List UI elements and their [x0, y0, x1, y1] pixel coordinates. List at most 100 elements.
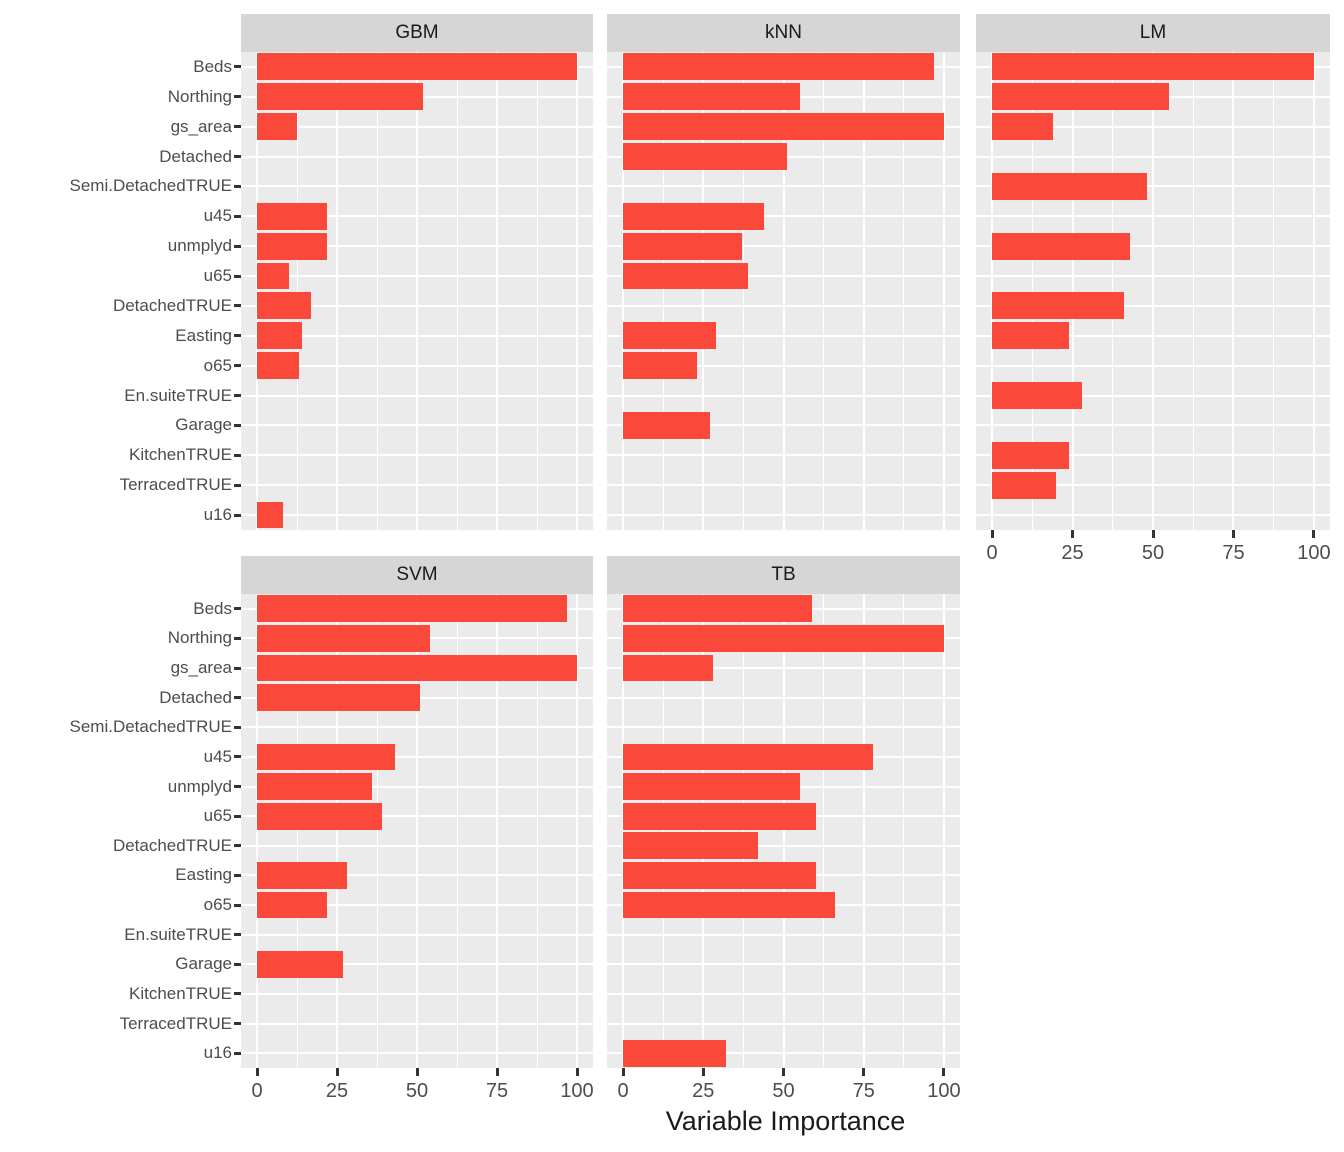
bar-lm-DetachedTRUE: [992, 292, 1125, 320]
major-gridline: [976, 215, 1330, 218]
major-gridline: [976, 484, 1330, 487]
major-gridline: [336, 52, 338, 530]
y-axis-tick: [234, 274, 241, 278]
minor-gridline: [823, 594, 825, 1068]
bar-lm-KitchenTRUE: [992, 441, 1070, 469]
major-gridline: [622, 52, 625, 530]
major-gridline: [241, 185, 593, 188]
y-axis-label: Beds: [193, 598, 232, 618]
major-gridline: [607, 992, 960, 995]
minor-gridline: [1031, 52, 1033, 530]
y-axis-label: u45: [203, 746, 232, 766]
major-gridline: [607, 245, 960, 248]
major-gridline: [416, 594, 418, 1068]
facet-title-svm: SVM: [396, 564, 438, 585]
facet-title-tb: TB: [771, 564, 796, 585]
bar-knn-Garage: [623, 411, 710, 439]
facet-panel-gbm: [241, 52, 593, 530]
y-axis-label: u65: [203, 806, 232, 826]
major-gridline: [607, 696, 960, 699]
major-gridline: [241, 245, 593, 248]
major-gridline: [607, 304, 960, 307]
bar-lm-Semi.DetachedTRUE: [992, 172, 1147, 200]
bar-tb-Beds: [623, 595, 813, 623]
major-gridline: [782, 52, 785, 530]
minor-gridline: [1112, 52, 1114, 530]
y-axis-label: o65: [203, 895, 232, 915]
major-gridline: [496, 52, 498, 530]
bar-knn-Beds: [623, 53, 935, 81]
major-gridline: [607, 963, 960, 966]
major-gridline: [702, 594, 705, 1068]
major-gridline: [976, 245, 1330, 248]
major-gridline: [241, 815, 593, 818]
major-gridline: [976, 125, 1330, 128]
y-axis-label: u16: [203, 505, 232, 525]
bar-knn-unmplyd: [623, 232, 742, 260]
major-gridline: [942, 52, 945, 530]
y-axis-label: Detached: [159, 146, 232, 166]
major-gridline: [976, 275, 1330, 278]
y-axis-tick: [234, 95, 241, 99]
major-gridline: [241, 304, 593, 307]
y-axis-tick: [234, 364, 241, 368]
y-axis-tick: [234, 1051, 241, 1055]
major-gridline: [976, 304, 1330, 307]
y-axis-tick: [234, 666, 241, 670]
major-gridline: [1232, 52, 1235, 530]
y-axis-label: Easting: [175, 325, 232, 345]
major-gridline: [241, 364, 593, 367]
x-axis-tick: [621, 1068, 625, 1076]
bar-knn-Northing: [623, 83, 800, 111]
major-gridline: [607, 844, 960, 847]
major-gridline: [976, 185, 1330, 188]
y-axis-label: KitchenTRUE: [129, 983, 232, 1003]
bar-knn-o65: [623, 352, 697, 380]
major-gridline: [942, 594, 945, 1068]
bar-tb-Northing: [623, 625, 944, 652]
x-axis-tick-label: 100: [560, 1080, 594, 1102]
facet-title-lm: LM: [1139, 22, 1167, 43]
bar-tb-unmplyd: [623, 773, 800, 800]
minor-gridline: [742, 594, 744, 1068]
major-gridline: [241, 904, 593, 907]
bar-knn-u65: [623, 262, 749, 290]
major-gridline: [782, 594, 785, 1068]
x-axis-tick-label: 50: [772, 1080, 795, 1102]
major-gridline: [241, 874, 593, 877]
x-axis-title: Variable Importance: [665, 1106, 906, 1136]
y-axis-tick: [234, 1022, 241, 1026]
minor-gridline: [536, 52, 538, 530]
x-axis-tick-label: 100: [927, 1080, 961, 1102]
major-gridline: [241, 1022, 593, 1025]
x-axis-tick: [942, 1068, 946, 1076]
major-gridline: [241, 125, 593, 128]
y-axis-tick: [234, 184, 241, 188]
x-axis-tick: [495, 1068, 499, 1076]
major-gridline: [241, 275, 593, 278]
bar-tb-o65: [623, 891, 835, 919]
bar-svm-Easting: [257, 862, 347, 889]
y-axis-tick: [234, 785, 241, 789]
y-axis-label: u45: [203, 206, 232, 226]
x-axis-tick-label: 75: [485, 1080, 509, 1102]
x-axis-tick-label: 50: [1141, 542, 1165, 564]
y-axis-tick: [234, 755, 241, 759]
y-axis-tick: [234, 423, 241, 427]
major-gridline: [576, 594, 578, 1068]
major-gridline: [607, 514, 960, 517]
minor-gridline: [742, 52, 744, 530]
major-gridline: [607, 424, 960, 427]
major-gridline: [256, 52, 258, 530]
y-axis-label: En.suiteTRUE: [124, 924, 232, 944]
bar-svm-o65: [257, 891, 328, 919]
major-gridline: [241, 844, 593, 847]
x-axis-tick: [782, 1068, 785, 1076]
bar-knn-u45: [623, 202, 765, 230]
major-gridline: [862, 594, 865, 1068]
y-axis-label: unmplyd: [167, 776, 232, 796]
major-gridline: [976, 514, 1330, 517]
minor-gridline: [296, 594, 298, 1068]
major-gridline: [241, 785, 593, 788]
major-gridline: [976, 424, 1330, 427]
